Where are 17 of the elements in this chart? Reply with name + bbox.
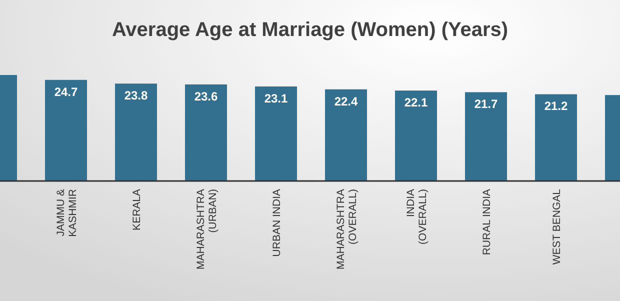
x-tick-label: INDIA (OVERALL) xyxy=(405,189,429,244)
data-label: 23.6 xyxy=(194,89,218,104)
x-tick-label: URBAN INDIA xyxy=(271,189,283,257)
chart-title: Average Age at Marriage (Women) (Years) xyxy=(112,19,508,41)
x-tick-label: RURAL INDIA xyxy=(481,189,493,256)
x-tick-label: JAMMU & KASHMIR xyxy=(55,188,79,237)
data-label: 22.4 xyxy=(334,94,358,108)
x-tick-label: KERALA xyxy=(131,189,143,230)
data-label: 21.2 xyxy=(544,99,568,114)
data-label: 21.7 xyxy=(474,97,498,112)
x-tick-label: MAHARASHTRA (URBAN) xyxy=(195,189,219,270)
data-label: 23.8 xyxy=(124,88,148,103)
x-tick-label: WEST BENGAL xyxy=(551,188,563,265)
data-label: 22.1 xyxy=(404,96,428,110)
x-tick-label: MAHARASHTRA (OVERALL) xyxy=(335,189,359,270)
data-label: 24.7 xyxy=(54,84,78,99)
data-label: 23.1 xyxy=(264,91,288,106)
